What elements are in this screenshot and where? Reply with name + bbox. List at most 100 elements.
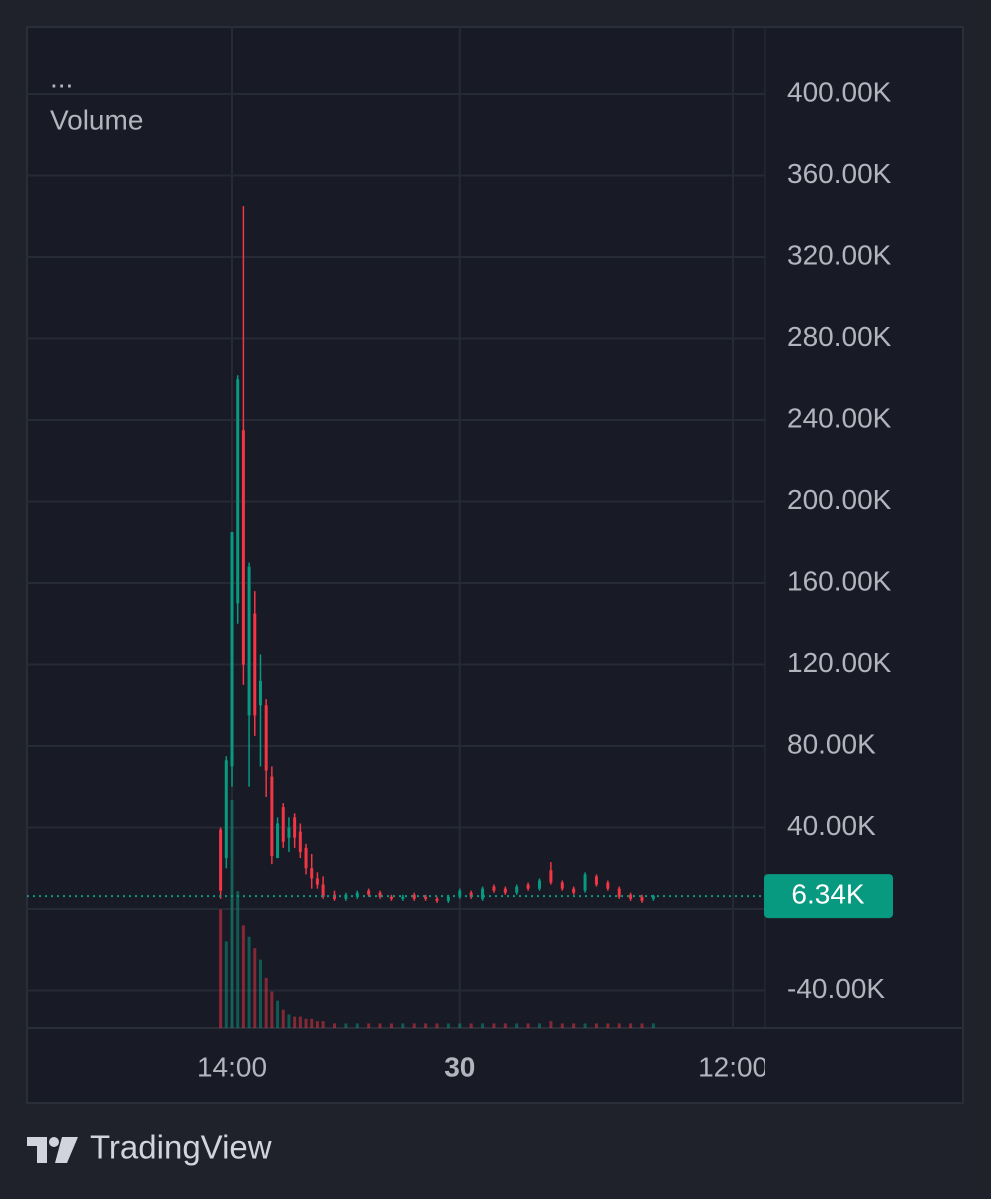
- volume-bar: [247, 936, 251, 1028]
- candle-body: [224, 760, 228, 859]
- candle-body: [606, 882, 610, 889]
- volume-bar: [304, 1018, 308, 1028]
- y-tick-label: 200.00K: [787, 484, 892, 515]
- volume-bar: [315, 1021, 319, 1028]
- candle-body: [321, 884, 325, 897]
- volume-bar: [503, 1023, 507, 1028]
- x-tick-label: 12:00: [698, 1051, 768, 1082]
- candle-body: [241, 430, 245, 665]
- volume-bar: [424, 1023, 428, 1028]
- candle-body: [236, 379, 240, 604]
- candle-body: [424, 896, 428, 899]
- candle-body: [458, 890, 462, 897]
- brand-name: TradingView: [90, 1129, 272, 1166]
- candle-pane: [27, 206, 765, 903]
- menu-dots[interactable]: ...: [50, 62, 73, 93]
- x-axis-labels: 14:00 30 12:00: [197, 1051, 768, 1082]
- volume-bar: [333, 1023, 336, 1028]
- volume-bar: [492, 1023, 496, 1028]
- volume-bar: [270, 991, 274, 1028]
- candle-body: [258, 680, 262, 706]
- volume-bar: [629, 1023, 633, 1028]
- brand-logo: [27, 1137, 78, 1163]
- volume-bar: [287, 1014, 291, 1028]
- volume-bar: [469, 1023, 473, 1028]
- candle-body: [492, 886, 496, 891]
- candle-body: [503, 888, 507, 893]
- candle-body: [583, 874, 587, 891]
- y-tick-label: 240.00K: [787, 402, 892, 433]
- last-price-badge: [764, 874, 893, 919]
- x-tick-label: 30: [444, 1051, 475, 1082]
- candle-body: [247, 566, 251, 716]
- candle-body: [253, 613, 257, 716]
- volume-bar: [378, 1023, 382, 1028]
- volume-bar: [458, 1023, 462, 1028]
- candle-body: [281, 807, 285, 842]
- volume-bar: [606, 1023, 610, 1028]
- candle-body: [401, 896, 405, 899]
- volume-bar: [572, 1023, 576, 1028]
- volume-bar: [253, 948, 257, 1028]
- candle-body: [435, 898, 439, 901]
- candle-body: [572, 888, 576, 893]
- candle-body: [264, 705, 268, 771]
- y-tick-label: 360.00K: [787, 158, 892, 189]
- candle-body: [515, 886, 519, 893]
- volume-bar: [281, 1009, 285, 1028]
- y-tick-label: 160.00K: [787, 565, 892, 596]
- candle-body: [412, 894, 416, 899]
- candle-body: [538, 880, 541, 889]
- candle-body: [389, 896, 393, 899]
- volume-bar: [219, 909, 223, 1028]
- volume-bar: [651, 1023, 655, 1028]
- chart-panel: [26, 26, 964, 1104]
- volume-bar: [526, 1023, 530, 1028]
- y-tick-label: -40.00K: [787, 973, 885, 1004]
- candle-body: [651, 896, 655, 899]
- volume-bar: [264, 977, 268, 1028]
- y-tick-label: 280.00K: [787, 321, 892, 352]
- candle-body: [355, 892, 359, 897]
- candle-body: [481, 888, 485, 899]
- y-tick-label: 120.00K: [787, 647, 892, 678]
- volume-bar: [276, 1000, 280, 1028]
- candle-body: [469, 892, 473, 897]
- candle-body: [560, 882, 564, 889]
- candle-body: [304, 847, 308, 869]
- volume-bar: [446, 1023, 450, 1028]
- volume-bar: [412, 1023, 416, 1028]
- y-tick-label: 40.00K: [787, 810, 876, 841]
- candle-body: [640, 896, 644, 901]
- volume-bar: [481, 1023, 485, 1028]
- volume-bar: [435, 1023, 439, 1028]
- volume-bar: [293, 1016, 297, 1028]
- volume-bar: [401, 1023, 405, 1028]
- legend-label: Volume: [50, 104, 143, 135]
- volume-bar: [241, 925, 245, 1028]
- volume-bar: [344, 1023, 348, 1028]
- volume-bar: [594, 1023, 598, 1028]
- candle-body: [526, 884, 530, 889]
- volume-bar: [515, 1023, 519, 1028]
- candle-body: [594, 876, 598, 885]
- grid: [27, 27, 765, 1028]
- volume-bar: [298, 1016, 302, 1028]
- volume-bar: [583, 1023, 587, 1028]
- volume-bar: [310, 1018, 314, 1028]
- candle-body: [549, 870, 553, 883]
- candle-body: [446, 896, 450, 901]
- candle-body: [367, 890, 371, 895]
- volume-bar: [355, 1023, 359, 1028]
- axis-labels: -40.00K0.0040.00K80.00K120.00K160.00K200…: [764, 76, 893, 1004]
- candle-body: [276, 823, 280, 859]
- candle-body: [629, 894, 633, 899]
- candle-body: [287, 827, 291, 838]
- y-tick-label: 400.00K: [787, 76, 892, 107]
- volume-bar: [549, 1021, 553, 1028]
- volume-bar: [389, 1023, 393, 1028]
- candle-body: [378, 892, 382, 897]
- volume-bar: [236, 891, 240, 1028]
